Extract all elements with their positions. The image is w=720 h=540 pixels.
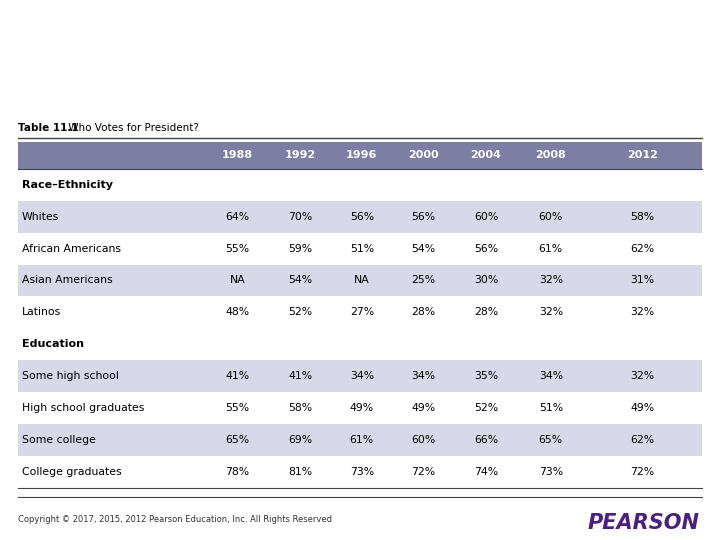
Text: High school graduates: High school graduates (22, 403, 144, 413)
Text: 49%: 49% (350, 403, 374, 413)
Text: Who Votes for President?: Who Votes for President? (65, 123, 199, 133)
Text: 66%: 66% (474, 435, 498, 445)
Text: 61%: 61% (350, 435, 374, 445)
Text: Education: Education (22, 339, 84, 349)
Text: 32%: 32% (539, 275, 563, 286)
Bar (18, 392, 702, 424)
Bar (18, 424, 702, 456)
Text: 51%: 51% (539, 403, 563, 413)
Text: 32%: 32% (631, 371, 654, 381)
Text: 52%: 52% (474, 403, 498, 413)
Text: 73%: 73% (539, 467, 563, 477)
Text: 55%: 55% (225, 244, 250, 254)
Text: 73%: 73% (350, 467, 374, 477)
Text: 72%: 72% (631, 467, 654, 477)
Text: 78%: 78% (225, 467, 250, 477)
Text: 56%: 56% (474, 244, 498, 254)
Bar (18, 169, 702, 201)
Text: 41%: 41% (289, 371, 312, 381)
Text: Some high school: Some high school (22, 371, 119, 381)
Text: 28%: 28% (474, 307, 498, 318)
Text: NA: NA (354, 275, 369, 286)
Text: 35%: 35% (474, 371, 498, 381)
Text: 62%: 62% (631, 435, 654, 445)
Text: 62%: 62% (631, 244, 654, 254)
Text: 55%: 55% (225, 403, 250, 413)
Text: 64%: 64% (225, 212, 250, 222)
Text: LO 11. 3 The U.S. Political System: LO 11. 3 The U.S. Political System (18, 51, 599, 80)
Text: 65%: 65% (225, 435, 250, 445)
Text: 56%: 56% (411, 212, 435, 222)
Text: 72%: 72% (411, 467, 435, 477)
Text: 34%: 34% (411, 371, 435, 381)
Bar (18, 142, 702, 169)
Bar (18, 328, 702, 360)
Text: 54%: 54% (411, 244, 435, 254)
Bar (18, 296, 702, 328)
Text: 32%: 32% (539, 307, 563, 318)
Text: 2004: 2004 (471, 151, 501, 160)
Text: 59%: 59% (289, 244, 312, 254)
Text: 49%: 49% (631, 403, 654, 413)
Text: 61%: 61% (539, 244, 563, 254)
Text: 27%: 27% (350, 307, 374, 318)
Bar (18, 456, 702, 488)
Text: Asian Americans: Asian Americans (22, 275, 112, 286)
Text: NA: NA (230, 275, 246, 286)
Text: 2012: 2012 (627, 151, 658, 160)
Text: (5 of 10): (5 of 10) (572, 56, 655, 75)
Text: 74%: 74% (474, 467, 498, 477)
Bar (18, 265, 702, 296)
Text: PEARSON: PEARSON (588, 513, 700, 533)
Text: 51%: 51% (350, 244, 374, 254)
Text: 65%: 65% (539, 435, 563, 445)
Text: 2008: 2008 (536, 151, 566, 160)
Text: 58%: 58% (631, 212, 654, 222)
Text: 48%: 48% (225, 307, 250, 318)
Bar (18, 233, 702, 265)
Text: 28%: 28% (411, 307, 435, 318)
Text: African Americans: African Americans (22, 244, 121, 254)
Text: 32%: 32% (631, 307, 654, 318)
Text: Some college: Some college (22, 435, 96, 445)
Text: 58%: 58% (289, 403, 312, 413)
Text: 1988: 1988 (222, 151, 253, 160)
Text: 2000: 2000 (408, 151, 438, 160)
Text: 25%: 25% (411, 275, 435, 286)
Text: 1996: 1996 (346, 151, 377, 160)
Text: 30%: 30% (474, 275, 498, 286)
Text: 34%: 34% (350, 371, 374, 381)
Text: 49%: 49% (411, 403, 435, 413)
Text: 60%: 60% (539, 212, 563, 222)
Text: 52%: 52% (289, 307, 312, 318)
Text: 81%: 81% (289, 467, 312, 477)
Text: 70%: 70% (289, 212, 312, 222)
Text: 34%: 34% (539, 371, 563, 381)
Text: Latinos: Latinos (22, 307, 61, 318)
Text: College graduates: College graduates (22, 467, 121, 477)
Text: 1992: 1992 (285, 151, 316, 160)
Text: Race–Ethnicity: Race–Ethnicity (22, 180, 112, 190)
Text: 60%: 60% (474, 212, 498, 222)
Text: 60%: 60% (411, 435, 435, 445)
Text: Whites: Whites (22, 212, 59, 222)
Text: 54%: 54% (289, 275, 312, 286)
Text: 31%: 31% (631, 275, 654, 286)
Bar (18, 201, 702, 233)
Text: Copyright © 2017, 2015, 2012 Pearson Education, Inc. All Rights Reserved: Copyright © 2017, 2015, 2012 Pearson Edu… (18, 515, 332, 524)
Text: 56%: 56% (350, 212, 374, 222)
Text: 41%: 41% (225, 371, 250, 381)
Bar (18, 360, 702, 392)
Text: Table 11.1: Table 11.1 (18, 123, 78, 133)
Text: 69%: 69% (289, 435, 312, 445)
